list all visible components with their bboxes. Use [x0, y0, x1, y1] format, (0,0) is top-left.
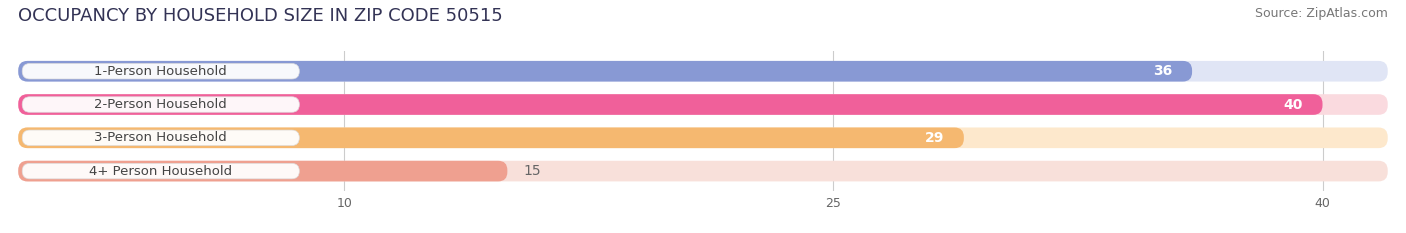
Text: 3-Person Household: 3-Person Household: [94, 131, 228, 144]
FancyBboxPatch shape: [18, 94, 1388, 115]
Text: Source: ZipAtlas.com: Source: ZipAtlas.com: [1254, 7, 1388, 20]
Text: OCCUPANCY BY HOUSEHOLD SIZE IN ZIP CODE 50515: OCCUPANCY BY HOUSEHOLD SIZE IN ZIP CODE …: [18, 7, 503, 25]
Text: 2-Person Household: 2-Person Household: [94, 98, 228, 111]
FancyBboxPatch shape: [18, 61, 1192, 82]
Text: 40: 40: [1284, 98, 1303, 112]
FancyBboxPatch shape: [22, 130, 299, 146]
FancyBboxPatch shape: [18, 127, 1388, 148]
FancyBboxPatch shape: [18, 161, 508, 182]
FancyBboxPatch shape: [22, 64, 299, 79]
FancyBboxPatch shape: [18, 94, 1323, 115]
FancyBboxPatch shape: [22, 97, 299, 112]
Text: 29: 29: [925, 131, 945, 145]
Text: 4+ Person Household: 4+ Person Household: [89, 164, 232, 178]
Text: 1-Person Household: 1-Person Household: [94, 65, 228, 78]
Text: 36: 36: [1153, 64, 1173, 78]
Text: 15: 15: [523, 164, 541, 178]
FancyBboxPatch shape: [22, 163, 299, 179]
FancyBboxPatch shape: [18, 61, 1388, 82]
FancyBboxPatch shape: [18, 127, 965, 148]
FancyBboxPatch shape: [18, 161, 1388, 182]
